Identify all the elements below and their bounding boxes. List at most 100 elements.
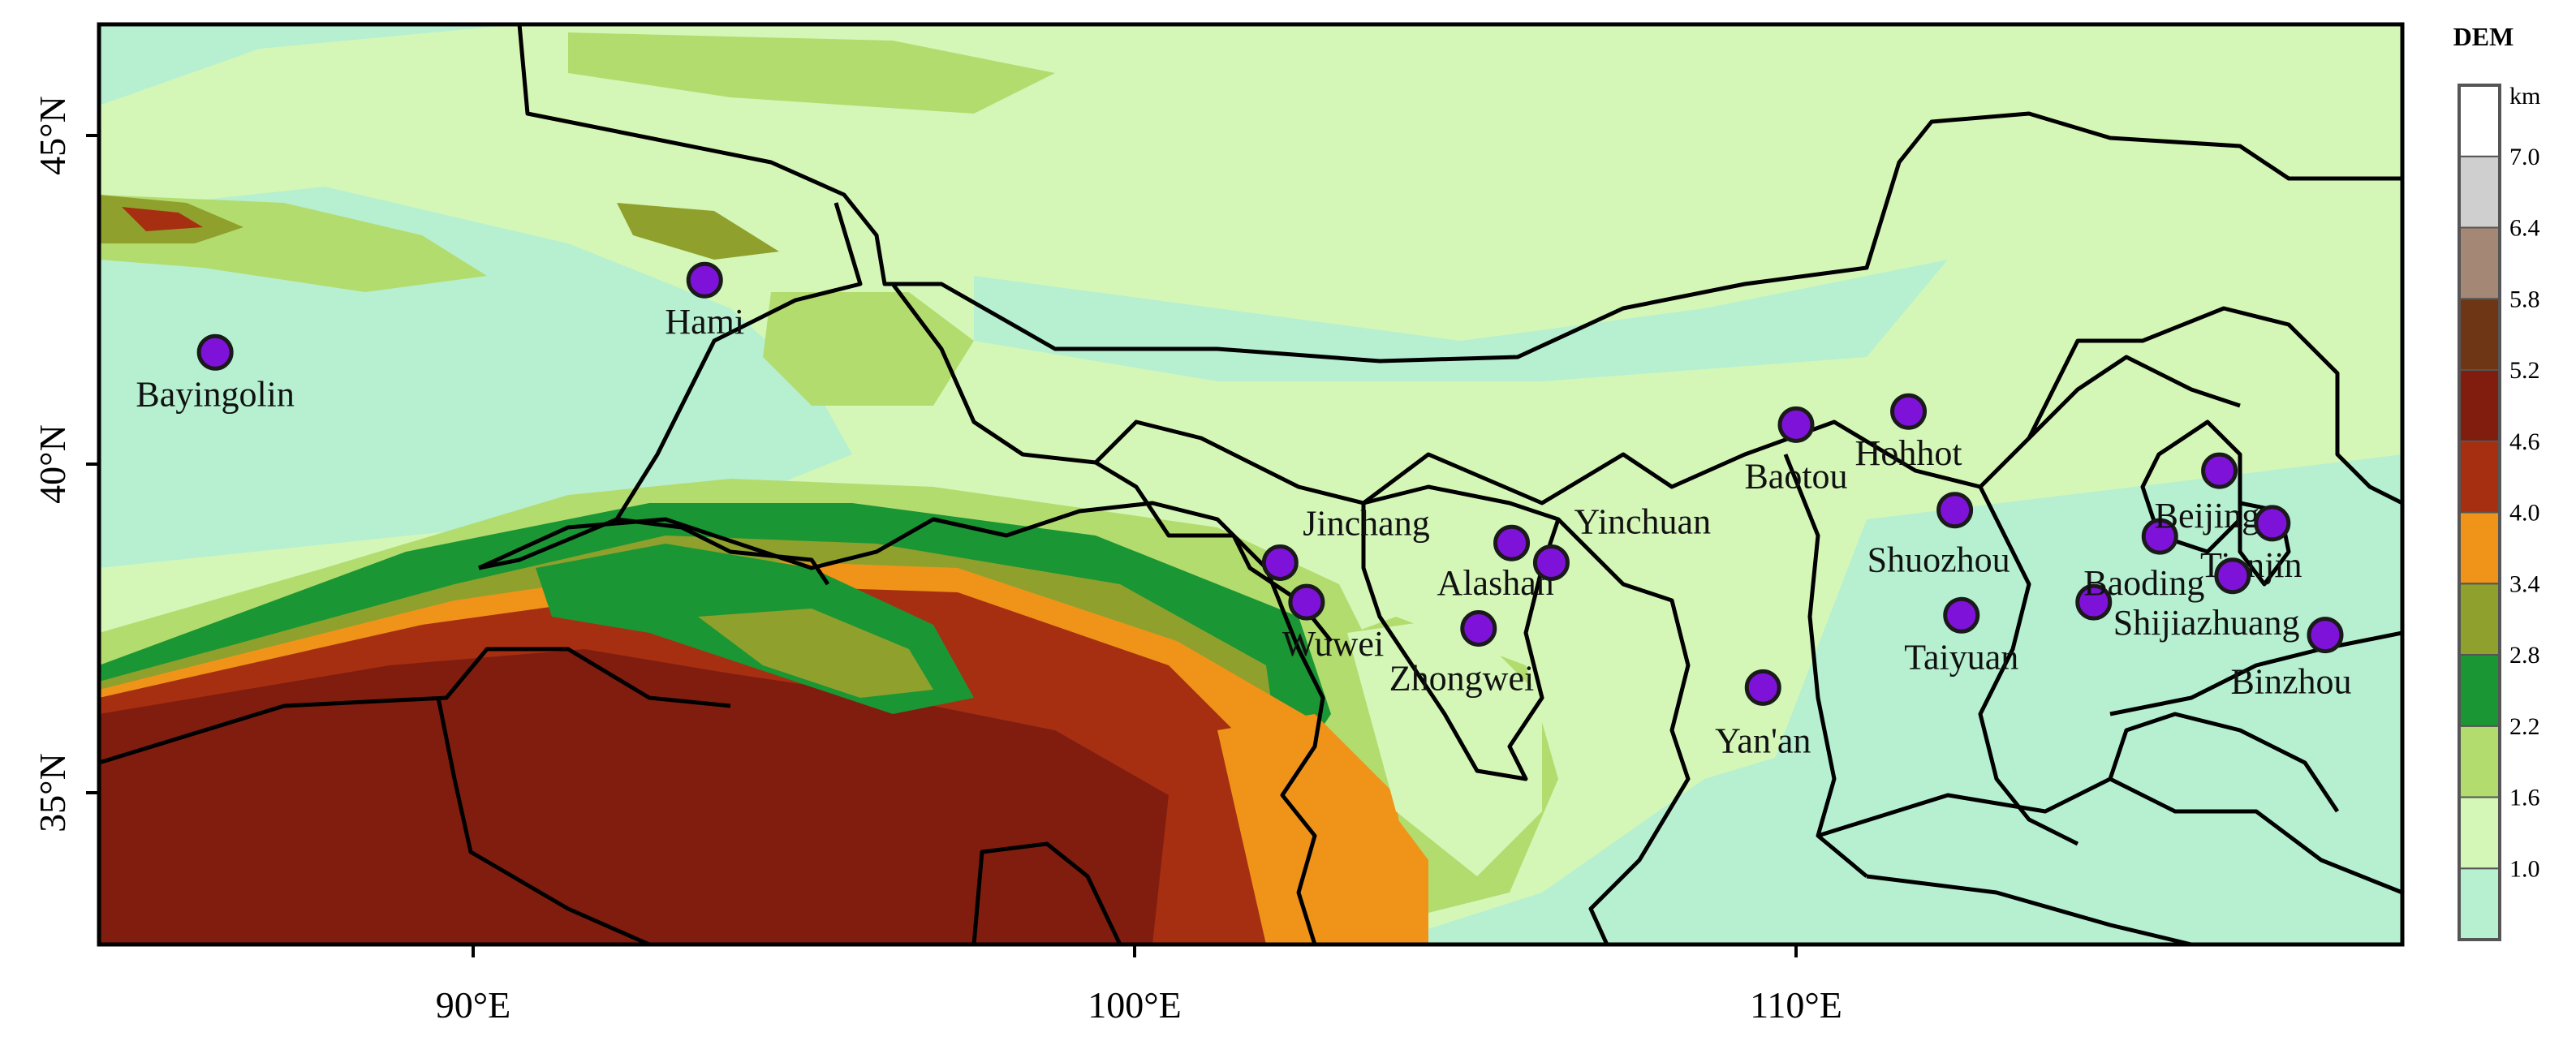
legend-class-box [2458, 725, 2501, 798]
city-point [2254, 505, 2291, 542]
lon-tick-label: 100°E [1088, 984, 1182, 1026]
city-label: Baoding [2083, 563, 2204, 603]
city-label: Yan'an [1715, 721, 1811, 760]
legend-class-box [2458, 369, 2501, 442]
legend-tick-label: 2.8 [2509, 642, 2540, 669]
city-point [1744, 669, 1781, 706]
city-label: Binzhou [2230, 662, 2351, 702]
city-marker: Binzhou [2230, 617, 2352, 702]
city-marker: Shijiazhuang [2075, 583, 2300, 643]
border-xinjiang-east [478, 517, 618, 570]
terrain-mid-green-north [568, 32, 1055, 114]
city-label: Beijing [2155, 496, 2260, 536]
city-marker: Jinchang [1261, 504, 1430, 581]
lat-tick-label: 35°N [32, 753, 73, 832]
city-point [1288, 583, 1325, 621]
city-marker: Taiyuan [1904, 596, 2018, 677]
legend-tick-label: 1.0 [2509, 855, 2540, 882]
city-label: Wuwei [1282, 624, 1384, 664]
legend-title: DEM [2453, 22, 2514, 51]
city-point [1493, 524, 1531, 561]
lat-tick-label: 45°N [32, 96, 73, 175]
city-point [2307, 617, 2344, 654]
city-point [196, 333, 234, 371]
city-marker: Beijing [2155, 452, 2260, 536]
legend-class-box [2458, 155, 2501, 229]
city-marker: Hami [665, 261, 744, 342]
city-point [1261, 544, 1299, 581]
legend: DEM km 1.0 1.6 2.2 2.8 3.4 4.0 4.6 5.2 5.8 6.4 7.0 [2453, 22, 2540, 941]
border-hebei-inner [2027, 306, 2402, 505]
legend-tick-label: 6.4 [2509, 215, 2540, 242]
city-label: Yinchuan [1574, 502, 1711, 542]
legend-tick-label: 4.6 [2509, 428, 2540, 455]
city-point [686, 261, 723, 299]
legend-unit: km [2509, 83, 2540, 110]
legend-class-box [2458, 511, 2501, 585]
city-label: Hami [665, 302, 744, 342]
city-label: Shuozhou [1867, 540, 2010, 580]
province-borders [99, 24, 2402, 944]
border-shanxi-hebei [1978, 485, 2079, 846]
legend-class-box [2458, 84, 2501, 157]
legend-class-box [2458, 796, 2501, 870]
legend-class-box [2458, 440, 2501, 514]
border-xinjiang-gansu [614, 202, 863, 586]
city-point [1890, 393, 1928, 430]
city-point [1532, 544, 1570, 581]
city-marker: Yinchuan [1532, 502, 1711, 581]
latitude-axis: 45°N 40°N 35°N [32, 96, 99, 832]
legend-tick-label: 3.4 [2509, 570, 2540, 597]
legend-colorbar [2458, 84, 2501, 941]
legend-tick-label: 4.0 [2509, 500, 2540, 527]
border-qinghai-sichuan [971, 841, 1122, 944]
city-marker: Hohhot [1855, 393, 1962, 473]
city-point [2141, 518, 2178, 555]
lon-tick-label: 90°E [436, 984, 511, 1026]
terrain-tianshan-east [617, 203, 779, 260]
city-marker: Yan'an [1715, 669, 1811, 760]
city-marker: Shuozhou [1867, 492, 2010, 580]
city-point [1460, 610, 1497, 647]
city-marker: Wuwei [1282, 583, 1384, 664]
legend-tick-label: 7.0 [2509, 144, 2540, 170]
border-shandong [2109, 630, 2402, 716]
legend-tick-labels: 1.0 1.6 2.2 2.8 3.4 4.0 4.6 5.2 5.8 6.4 7.0 [2509, 144, 2540, 883]
city-point [2201, 452, 2238, 489]
terrain-orange-lanzhou [1217, 714, 1412, 944]
terrain-tianshan-red [122, 207, 203, 231]
border-shaanxi [1557, 518, 1691, 944]
city-marker: Bayingolin [136, 333, 295, 414]
legend-class-box [2458, 867, 2501, 940]
city-point [1943, 596, 1980, 634]
legend-class-box [2458, 583, 2501, 656]
terrain-qaidam-olive [698, 609, 933, 698]
longitude-axis: 90°E 100°E 110°E [436, 944, 1842, 1026]
legend-class-box [2458, 226, 2501, 300]
city-point [1936, 492, 1974, 529]
city-label: Hohhot [1855, 433, 1962, 473]
terrain-light-lanzhou [1347, 617, 1542, 876]
legend-frame [2458, 84, 2501, 941]
border-ningxia [1361, 484, 1561, 781]
border-shandong-east [2108, 712, 2340, 813]
legend-class-box [2458, 654, 2501, 727]
border-mongolia [517, 24, 2402, 364]
terrain-dark-red [99, 649, 1169, 944]
legend-tick-label: 2.2 [2509, 713, 2540, 740]
lon-tick-label: 110°E [1750, 984, 1842, 1026]
city-marker: Alashan [1437, 524, 1554, 603]
city-label: Baotou [1744, 456, 1847, 496]
city-point [1777, 406, 1815, 443]
city-label: Taiyuan [1904, 637, 2018, 677]
border-qinghai-tibet [436, 697, 651, 944]
border-xinjiang-tibet [99, 647, 731, 765]
legend-tick-label: 5.2 [2509, 357, 2540, 384]
city-label: Jinchang [1303, 504, 1429, 544]
city-marker: Zhongwei [1389, 610, 1534, 699]
map-frame [97, 22, 2405, 947]
city-label: Shijiazhuang [2113, 603, 2300, 643]
city-label: Zhongwei [1389, 659, 1534, 699]
